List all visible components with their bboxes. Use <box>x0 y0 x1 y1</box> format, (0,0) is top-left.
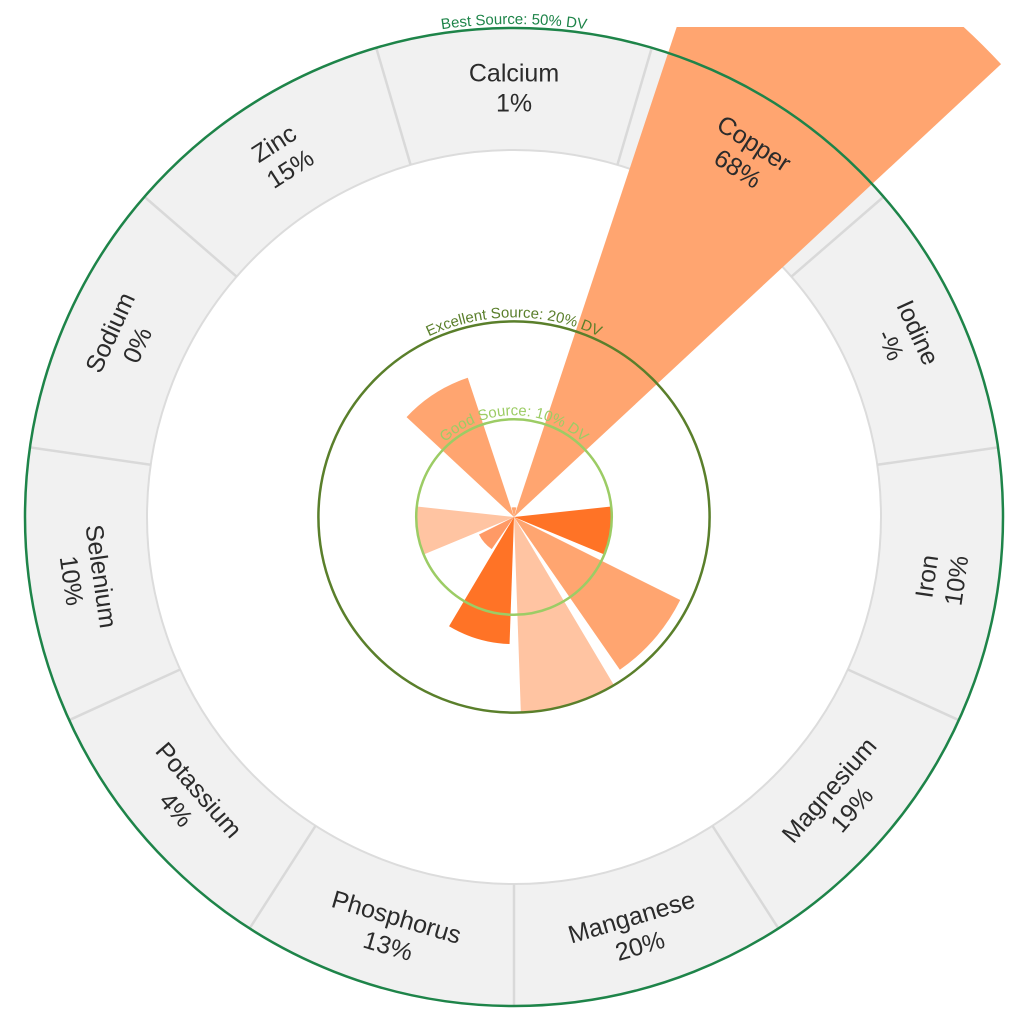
label-ring-divider <box>847 668 961 722</box>
bars-group <box>406 27 1002 713</box>
category-name: Calcium <box>469 60 559 88</box>
bar-calcium <box>511 507 517 517</box>
category-label-calcium: Calcium 1% <box>469 60 559 118</box>
label-ring-divider <box>790 195 886 278</box>
label-ring-divider <box>711 825 780 930</box>
bar-copper <box>514 27 1002 517</box>
threshold-ring-10 <box>414 417 614 617</box>
label-ring-divider <box>28 446 151 467</box>
label-ring-divider <box>248 825 317 930</box>
category-name: Iron <box>910 553 944 600</box>
label-ring-divider <box>374 46 412 166</box>
threshold-label-50: Best Source: 50% DV <box>440 11 588 33</box>
bar-manganese <box>514 517 614 713</box>
threshold-ring-20 <box>317 320 711 714</box>
label-ring-divider <box>142 195 238 278</box>
category-label-ring <box>24 27 1004 1007</box>
bar-zinc <box>406 377 514 517</box>
bar-potassium <box>479 517 514 550</box>
category-value: 1% <box>496 90 532 118</box>
label-ring-divider <box>616 46 654 166</box>
bar-iron <box>514 506 612 555</box>
label-ring-divider <box>67 668 181 722</box>
bar-magnesium <box>514 517 681 670</box>
label-ring-divider <box>877 446 1000 467</box>
threshold-ring-50 <box>23 26 1005 1008</box>
bar-selenium <box>416 506 514 555</box>
